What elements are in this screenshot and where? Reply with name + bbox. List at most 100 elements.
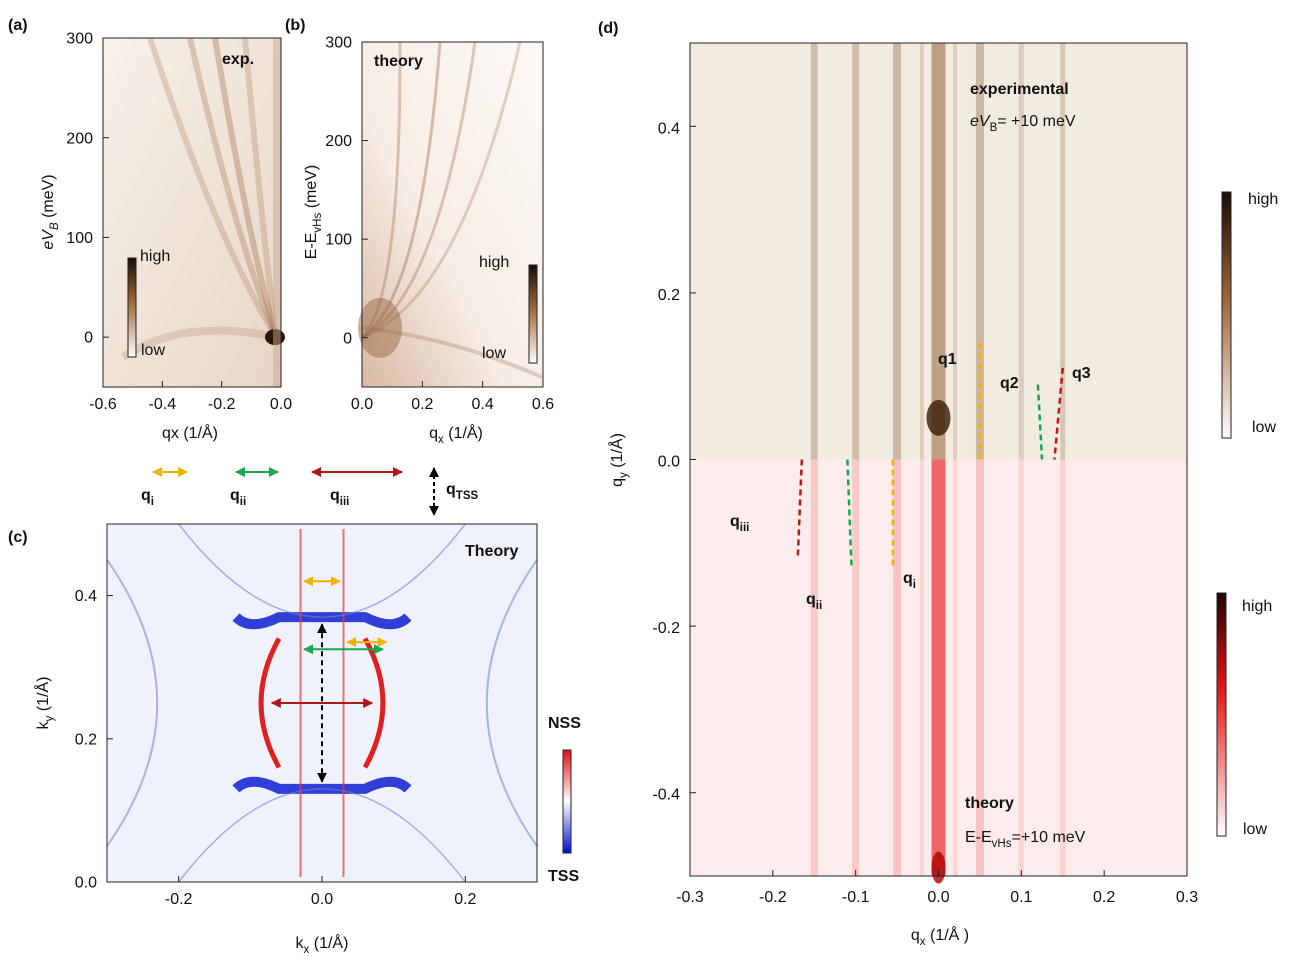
colorbar [562,749,572,854]
colorbar [1216,592,1227,837]
text-part: (1/Å ) [926,925,970,944]
text-part: E-E [965,829,992,846]
annotation: E-EvHs=+10 meV [965,829,1086,850]
text-part: ii [816,600,822,612]
outer-arc [485,559,538,847]
dispersion [187,37,279,339]
y-axis-label: E-EvHs (meV) [303,165,324,260]
text-part: iii [740,522,750,534]
x-tick-label: -0.2 [165,891,193,908]
x-tick-label: -0.1 [842,889,870,906]
x-tick-label: 0.0 [311,891,333,908]
text-part: q [230,487,240,504]
colorbar-low: TSS [548,868,579,885]
annotation: qiii [730,513,749,534]
x-tick-label: 0.2 [1093,889,1115,906]
y-tick-label: 200 [325,133,352,150]
y-tick-label: 0.2 [658,287,680,304]
text-part: q [609,478,626,487]
colorbar-high: high [1242,598,1272,615]
y-axis-label: qy (1/Å) [607,433,630,487]
text-part: k [296,935,305,952]
x-axis-label: qx (1/Å) [162,423,218,442]
dispersion [147,37,279,339]
text-part: x [438,434,444,446]
guide-line [796,459,804,560]
text-part: y [618,472,630,478]
x-tick-label: 0.0 [351,396,373,413]
panel-annotation: Theory [465,543,518,560]
tss-arc [178,788,466,883]
edge [273,38,281,387]
plot-frame [102,37,282,388]
text-part: i [151,496,154,508]
text-part: q [730,513,740,530]
text-part: = +10 meV [997,113,1076,130]
text-part: q1 [938,351,957,368]
colorbar-high: high [140,248,170,265]
annotation: eVB= +10 meV [970,113,1076,134]
y-tick-label: 100 [66,230,93,247]
colorbar-low: low [141,342,165,359]
text-part: (1/Å) [309,933,348,952]
text-part: TSS [456,490,479,502]
text-part: (1/Å) [33,677,52,716]
hot-spot [926,399,951,436]
y-tick-label: 0.0 [658,454,680,471]
text-part: q [429,425,438,442]
colorbar [1221,191,1232,439]
text-part: (meV) [303,165,320,213]
text-part: =+10 meV [1012,829,1086,846]
text-part: qx (1/Å) [162,423,218,442]
text-part: iii [340,496,350,508]
nss-arc [258,637,282,769]
text-part: experimental [970,81,1069,98]
y-tick-label: 0.0 [75,875,97,892]
colorbar [528,264,538,364]
text-part: q [806,591,816,608]
x-tick-label: 0.3 [1176,889,1198,906]
x-tick-label: 0.1 [1010,889,1032,906]
y-tick-label: 0.4 [658,120,680,137]
panel-label: (b) [285,17,305,34]
text-part: vHs [312,213,324,233]
annotation: experimental [970,81,1069,98]
x-axis-label: kx (1/Å) [296,933,349,956]
text-part: y [44,715,56,721]
colorbar-high: high [1248,191,1278,208]
text-part: q [446,481,456,498]
panel-label: (d) [598,20,618,37]
text-part: ii [240,496,246,508]
panel-label: (a) [8,17,28,34]
annotation: qi [903,570,916,591]
tss-arc [178,523,466,618]
x-tick-label: 0.0 [927,889,949,906]
hot-spot [358,297,402,358]
y-tick-label: 0 [343,330,352,347]
y-axis-label: ky (1/Å) [33,677,56,730]
text-part: eV [40,229,57,250]
y-tick-label: 300 [325,35,352,52]
panel-annotation: theory [374,53,423,70]
colorbar-low: low [1243,821,1267,838]
text-part: q [330,487,340,504]
guide-line [846,459,853,568]
x-tick-label: 0.4 [472,396,494,413]
text-part: q3 [1072,365,1091,382]
text-part: (meV) [40,174,57,222]
text-part: B [49,222,61,230]
guide-line [1053,367,1064,460]
outer-arc [106,559,159,847]
heatmap [690,43,1187,884]
x-axis-label: qx (1/Å ) [911,925,969,948]
legend-label: qii [230,487,246,508]
y-tick-label: 100 [325,232,352,249]
text-part: x [920,936,926,948]
y-axis-label: eVB (meV) [40,174,61,249]
text-part: theory [965,795,1014,812]
colorbar-high: high [479,254,509,271]
y-tick-label: 0 [84,330,93,347]
text-part: q [911,927,920,944]
annotation: q3 [1072,365,1091,382]
